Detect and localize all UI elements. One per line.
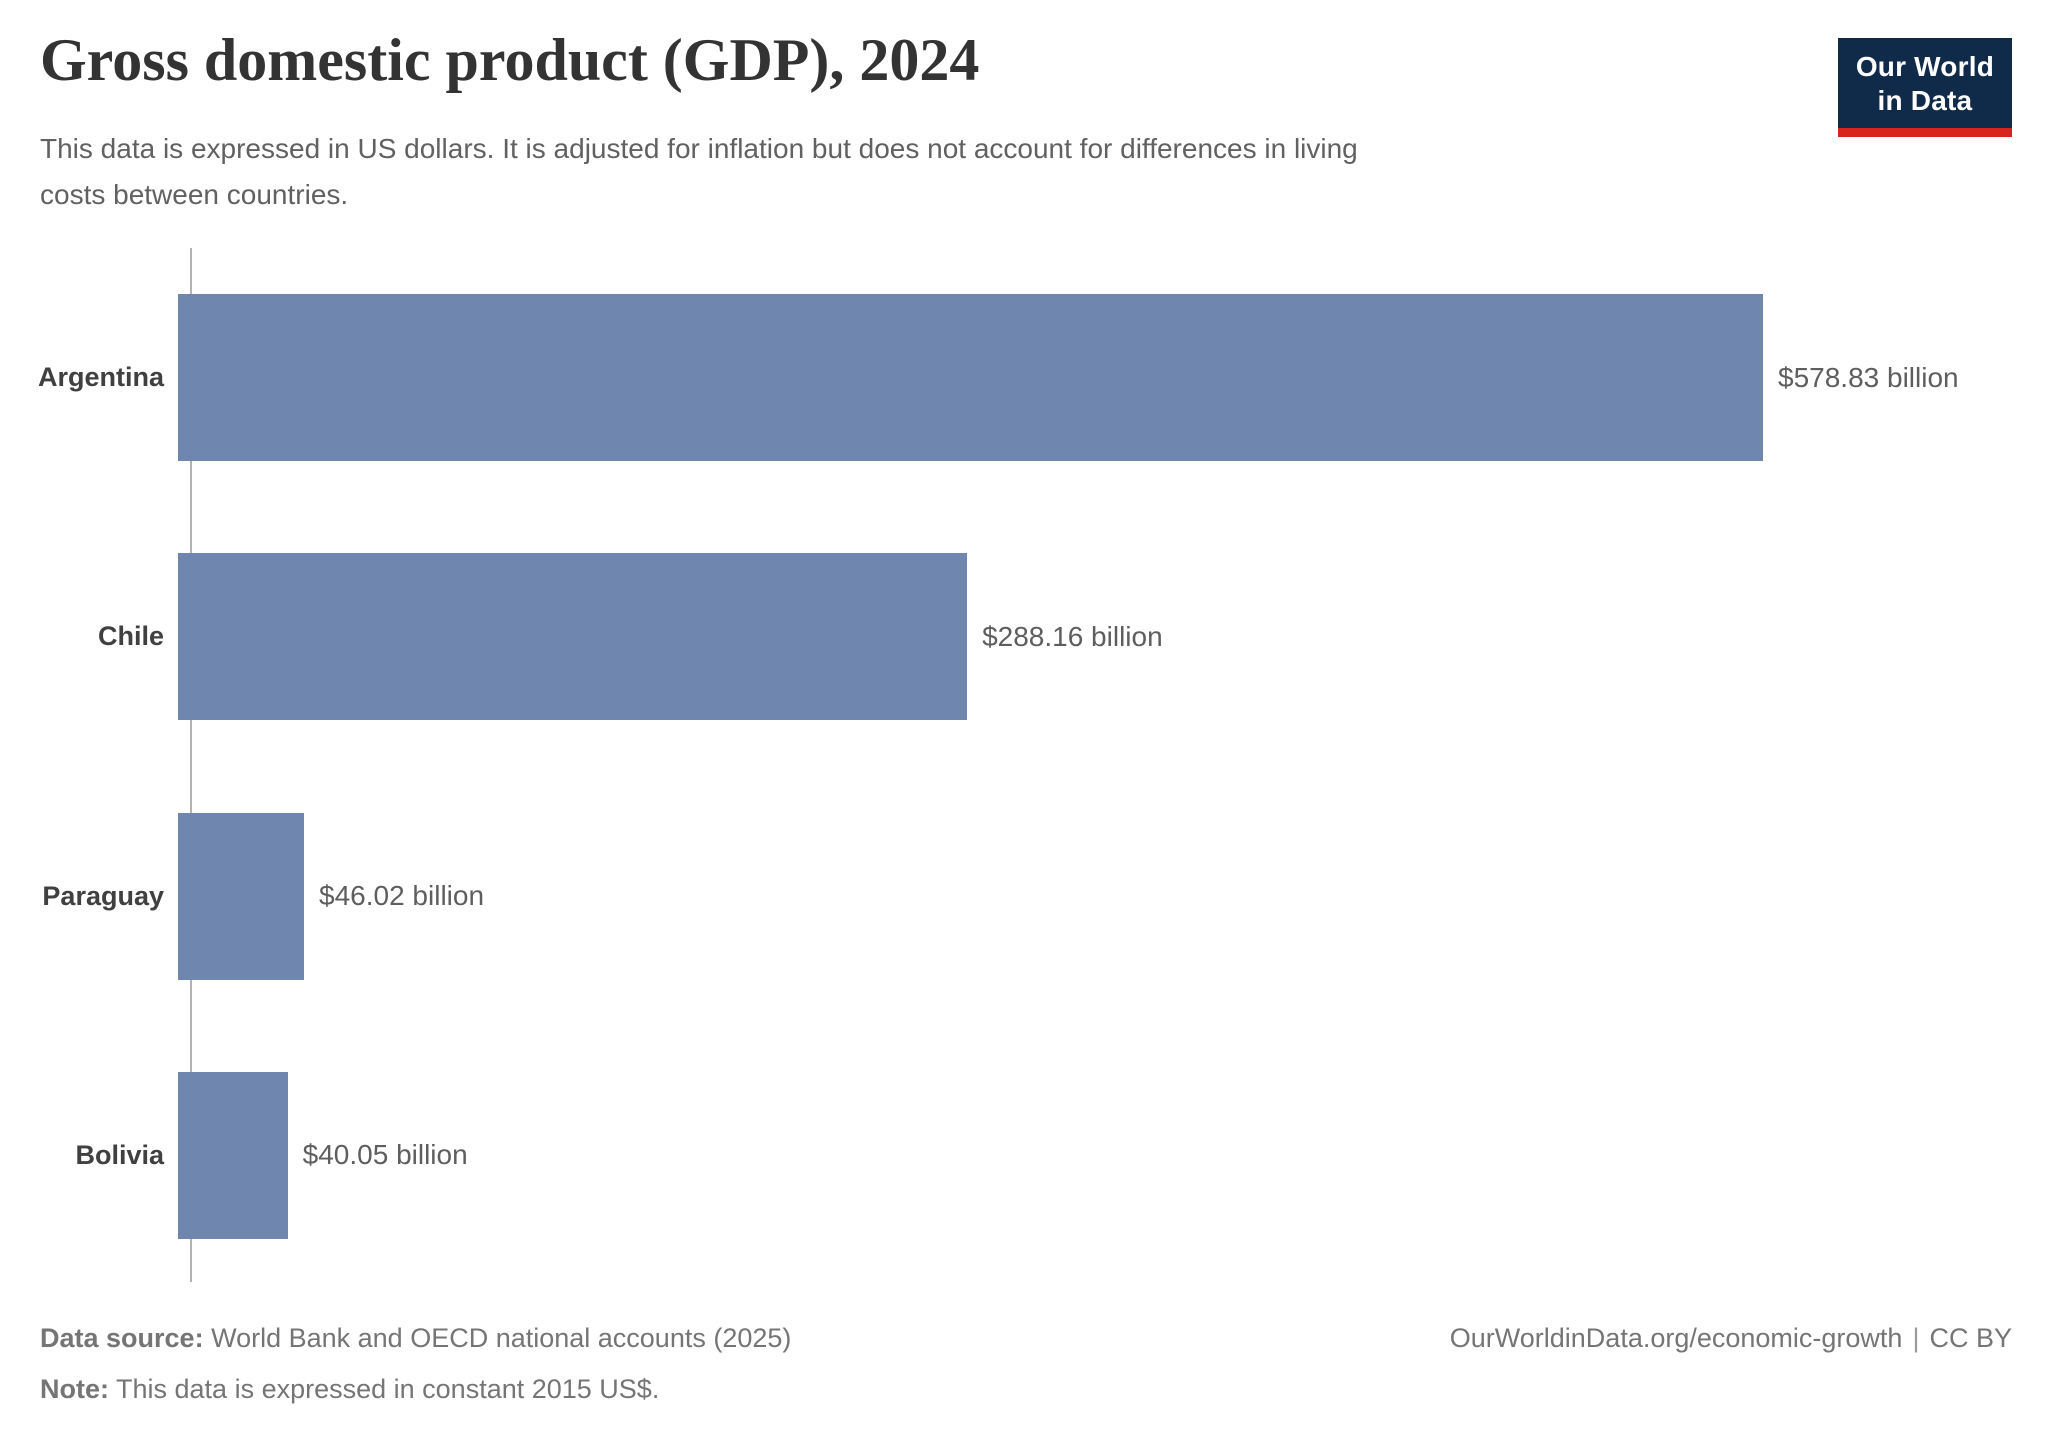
owid-logo-text-line1: Our World xyxy=(1855,51,1994,82)
value-label-paraguay: $46.02 billion xyxy=(319,880,485,912)
bar-row-bolivia: Bolivia $40.05 billion xyxy=(0,1026,2048,1285)
chart-title: Gross domestic product (GDP), 2024 xyxy=(40,27,980,93)
category-label-paraguay: Paraguay xyxy=(42,880,164,911)
category-label-argentina: Argentina xyxy=(37,362,164,393)
footer-license[interactable]: CC BY xyxy=(1929,1323,2012,1353)
category-label-chile: Chile xyxy=(97,621,164,652)
bar-chart: Argentina $578.83 billion Chile $288.16 bil… xyxy=(0,248,2048,1285)
note-value: This data is expressed in constant 2015 … xyxy=(116,1373,660,1404)
bar-row-paraguay: Paraguay $46.02 billion xyxy=(0,767,2048,1026)
footer-source-note: Data source: World Bank and OECD nationa… xyxy=(40,1322,791,1424)
bar-argentina[interactable] xyxy=(178,294,1763,462)
note-label: Note: xyxy=(40,1373,109,1404)
bar-track: $46.02 billion xyxy=(178,767,2048,1026)
footer-separator: | xyxy=(1912,1323,1920,1353)
note-line: Note: This data is expressed in constant… xyxy=(40,1373,791,1407)
owid-logo-text-line2: in Data xyxy=(1877,85,1973,117)
bar-paraguay[interactable] xyxy=(178,812,305,980)
value-label-bolivia: $40.05 billion xyxy=(302,1139,468,1171)
chart-footer: Data source: World Bank and OECD nationa… xyxy=(40,1322,2012,1424)
data-source-value: World Bank and OECD national accounts (2… xyxy=(211,1323,792,1353)
bar-track: $288.16 billion xyxy=(178,507,2048,766)
value-label-chile: $288.16 billion xyxy=(982,620,1163,652)
footer-link[interactable]: OurWorldinData.org/economic-growth | CC BY xyxy=(1450,1322,2012,1356)
bar-row-argentina: Argentina $578.83 billion xyxy=(0,248,2048,507)
category-label-bolivia: Bolivia xyxy=(75,1139,164,1170)
bar-bolivia[interactable] xyxy=(178,1071,288,1239)
bar-rows: Argentina $578.83 billion Chile $288.16 bil… xyxy=(0,248,2048,1285)
y-axis-line xyxy=(190,248,192,1282)
data-source-label: Data source: xyxy=(40,1323,204,1353)
data-source-line: Data source: World Bank and OECD nationa… xyxy=(40,1322,791,1356)
footer-url[interactable]: OurWorldinData.org/economic-growth xyxy=(1449,1323,1903,1353)
bar-chile[interactable] xyxy=(178,553,968,721)
bar-track: $40.05 billion xyxy=(178,1026,2048,1285)
value-label-argentina: $578.83 billion xyxy=(1778,361,1959,393)
bar-row-chile: Chile $288.16 billion xyxy=(0,507,2048,766)
owid-logo[interactable]: Our World in Data xyxy=(1837,38,2012,138)
bar-track: $578.83 billion xyxy=(178,248,2048,507)
chart-subtitle: This data is expressed in US dollars. It… xyxy=(40,133,1358,210)
